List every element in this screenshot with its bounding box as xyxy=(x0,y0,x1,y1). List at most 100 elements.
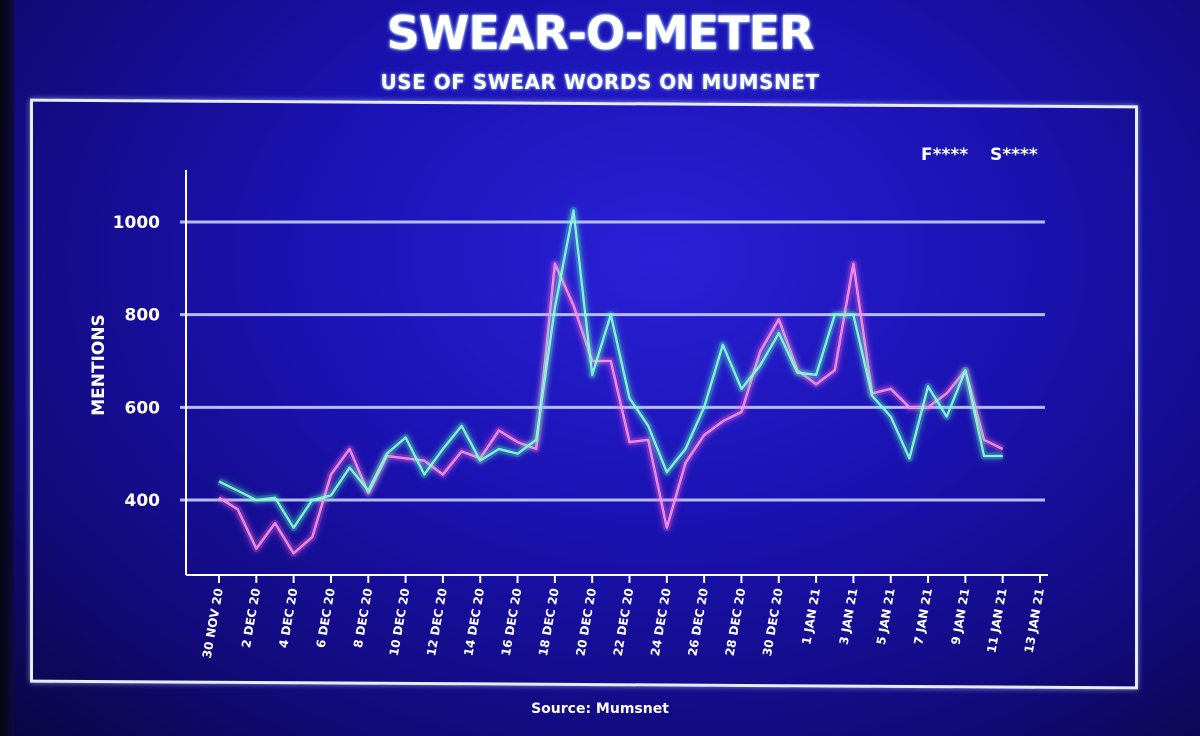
x-tick-label: 12 DEC 20 xyxy=(424,587,450,657)
data-point xyxy=(871,395,873,397)
data-point xyxy=(274,496,276,498)
x-tick-label: 3 JAN 21 xyxy=(837,587,861,646)
data-point xyxy=(908,406,910,408)
y-tick-label: 400 xyxy=(125,491,161,511)
chart-title: SWEAR-O-METER xyxy=(386,6,815,60)
data-point xyxy=(610,360,612,362)
y-tick-label: 800 xyxy=(125,306,161,326)
x-tick-label: 24 DEC 20 xyxy=(648,587,674,657)
data-point xyxy=(591,374,593,376)
data-point xyxy=(703,434,705,436)
x-tick-label: 10 DEC 20 xyxy=(387,587,413,657)
data-point xyxy=(1001,455,1003,457)
x-tick-label: 1 JAN 21 xyxy=(799,587,823,646)
y-tick-label: 600 xyxy=(125,398,161,418)
data-point xyxy=(236,508,238,510)
x-tick-label: 8 DEC 20 xyxy=(351,587,375,649)
data-point xyxy=(572,209,574,211)
data-point xyxy=(535,448,537,450)
data-point xyxy=(311,499,313,501)
y-tick-label: 1000 xyxy=(113,213,160,233)
x-tick-label: 18 DEC 20 xyxy=(536,587,562,657)
data-point xyxy=(890,388,892,390)
data-point xyxy=(927,385,929,387)
data-point xyxy=(908,457,910,459)
x-tick-label: 13 JAN 21 xyxy=(1022,587,1047,654)
data-point xyxy=(703,406,705,408)
data-point xyxy=(666,471,668,473)
data-point xyxy=(535,439,537,441)
x-tick-label: 30 NOV 20 xyxy=(200,587,226,659)
data-point xyxy=(255,499,257,501)
data-point xyxy=(218,496,220,498)
data-point xyxy=(274,522,276,524)
x-tick-label: 2 DEC 20 xyxy=(239,587,263,649)
data-point xyxy=(778,318,780,320)
data-point xyxy=(647,425,649,427)
legend-label: S**** xyxy=(990,145,1038,165)
data-point xyxy=(964,369,966,371)
data-point xyxy=(927,406,929,408)
x-tick-label: 14 DEC 20 xyxy=(461,587,487,657)
data-point xyxy=(647,439,649,441)
data-point xyxy=(684,462,686,464)
x-tick-label: 9 JAN 21 xyxy=(949,587,973,646)
data-point xyxy=(722,344,724,346)
data-point xyxy=(684,448,686,450)
data-point xyxy=(815,383,817,385)
data-point xyxy=(815,374,817,376)
x-tick-label: 5 JAN 21 xyxy=(874,587,898,646)
data-point xyxy=(348,448,350,450)
data-point xyxy=(236,490,238,492)
data-point xyxy=(423,459,425,461)
x-tick-label: 16 DEC 20 xyxy=(499,587,525,657)
data-point xyxy=(218,480,220,482)
data-point xyxy=(740,411,742,413)
x-tick-label: 22 DEC 20 xyxy=(611,587,637,657)
data-point xyxy=(852,313,854,315)
data-point xyxy=(292,527,294,529)
x-tick-label: 4 DEC 20 xyxy=(276,587,300,649)
data-point xyxy=(292,552,294,554)
x-tick-label: 7 JAN 21 xyxy=(911,587,935,646)
screen-bezel xyxy=(0,0,14,736)
data-point xyxy=(386,452,388,454)
data-point xyxy=(983,455,985,457)
data-point xyxy=(628,397,630,399)
data-point xyxy=(554,263,556,265)
data-point xyxy=(404,436,406,438)
x-tick-label: 20 DEC 20 xyxy=(573,587,599,657)
data-point xyxy=(516,452,518,454)
data-point xyxy=(572,304,574,306)
source-note: Source: Mumsnet xyxy=(531,701,669,717)
data-point xyxy=(890,415,892,417)
data-point xyxy=(498,448,500,450)
x-tick-label: 11 JAN 21 xyxy=(984,587,1009,654)
x-tick-label: 28 DEC 20 xyxy=(723,587,749,657)
data-point xyxy=(740,388,742,390)
x-tick-label: 30 DEC 20 xyxy=(760,587,786,657)
data-point xyxy=(442,473,444,475)
data-point xyxy=(330,494,332,496)
data-point xyxy=(460,425,462,427)
y-axis-label: MENTIONS xyxy=(89,314,109,416)
series-line-s xyxy=(218,209,1003,529)
data-point xyxy=(759,351,761,353)
data-point xyxy=(330,473,332,475)
data-point xyxy=(628,441,630,443)
data-point xyxy=(348,466,350,468)
legend-label: F**** xyxy=(921,145,968,165)
data-point xyxy=(834,313,836,315)
data-point xyxy=(834,369,836,371)
data-point xyxy=(796,371,798,373)
data-point xyxy=(759,364,761,366)
data-point xyxy=(367,490,369,492)
data-point xyxy=(516,441,518,443)
data-point xyxy=(311,536,313,538)
data-point xyxy=(498,429,500,431)
data-point xyxy=(479,459,481,461)
data-point xyxy=(722,420,724,422)
chart-subtitle: USE OF SWEAR WORDS ON MUMSNET xyxy=(380,70,820,94)
